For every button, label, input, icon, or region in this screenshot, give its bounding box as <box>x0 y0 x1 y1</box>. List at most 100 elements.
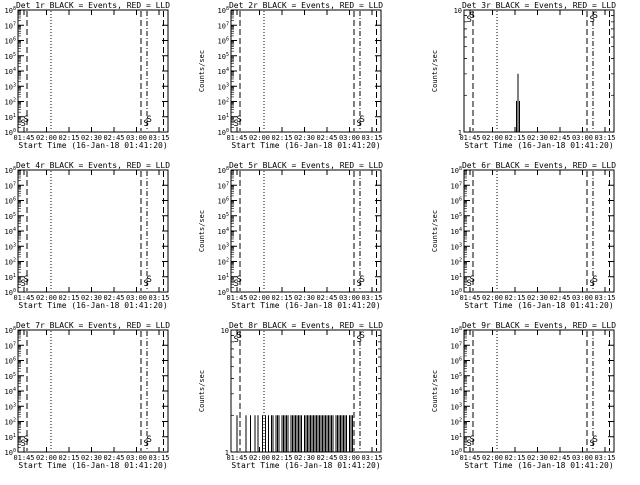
annotation-s-marker: S <box>593 11 598 21</box>
y-tick-label: 106 <box>5 197 16 206</box>
y-tick-label: 106 <box>5 37 16 46</box>
x-tick-label: 02:30 <box>81 134 102 142</box>
y-tick-label: 103 <box>218 82 229 91</box>
x-tick-label: 03:00 <box>572 454 593 462</box>
x-tick-label: 02:15 <box>271 454 292 462</box>
x-tick-label: 02:00 <box>36 454 57 462</box>
y-tick-label: 101 <box>451 433 462 442</box>
annotation-s-marker: S <box>147 115 152 125</box>
panel-title: Det 5r BLACK = Events, RED = LLD <box>229 161 383 170</box>
annotation-s-marker: S <box>590 279 595 289</box>
x-tick-label: 02:00 <box>36 134 57 142</box>
x-tick-label: 02:00 <box>482 134 503 142</box>
panel-det-8: Det 8r BLACK = Events, RED = LLD 1 10 01:45… <box>198 321 383 470</box>
x-tick-label: 02:45 <box>103 294 124 302</box>
y-tick-label: 1 <box>458 129 462 137</box>
y-tick-label: 100 <box>218 128 229 137</box>
x-tick-label: 02:45 <box>316 294 337 302</box>
y-tick-label: 107 <box>5 21 16 30</box>
y-tick-label: 105 <box>218 52 229 61</box>
x-tick-label: 02:45 <box>549 454 570 462</box>
y-tick-label: 105 <box>5 212 16 221</box>
x-axis-label: Start Time (16-Jan-18 01:41:20) <box>231 461 380 470</box>
annotation-s-marker: S <box>360 331 365 341</box>
x-tick-label: 02:45 <box>316 134 337 142</box>
y-tick-label: 103 <box>5 242 16 251</box>
annotation-s-marker: S <box>470 11 475 21</box>
annotation-s-marker: S <box>593 275 598 285</box>
x-axis-label: Start Time (16-Jan-18 01:41:20) <box>464 461 613 470</box>
plot-frame <box>17 169 169 293</box>
y-tick-label: 10 <box>221 327 229 335</box>
x-tick-label: 03:15 <box>594 294 615 302</box>
y-tick-label: 106 <box>218 197 229 206</box>
annotation-s-marker: S <box>467 439 472 449</box>
annotation-s-marker: S <box>357 335 362 345</box>
x-tick-label: 02:15 <box>58 294 79 302</box>
y-axis-label: Counts/sec <box>198 50 206 92</box>
y-tick-label: 100 <box>5 128 16 137</box>
x-tick-label: 03:00 <box>339 294 360 302</box>
y-tick-label: 102 <box>5 258 16 267</box>
y-tick-label: 103 <box>5 402 16 411</box>
annotation-s-marker: S <box>234 279 239 289</box>
y-tick-label: 102 <box>451 418 462 427</box>
x-tick-label: 02:45 <box>103 454 124 462</box>
x-tick-label: 03:00 <box>572 294 593 302</box>
x-tick-label: 02:45 <box>549 294 570 302</box>
y-tick-label: 10 <box>454 7 462 15</box>
x-tick-label: 02:45 <box>103 134 124 142</box>
annotation-s-marker: S <box>237 331 242 341</box>
panel-det-5: Det 5r BLACK = Events, RED = LLD 100 101 10… <box>198 161 383 310</box>
y-tick-label: 1 <box>225 449 229 457</box>
x-tick-label: 01:45 <box>226 134 247 142</box>
y-tick-label: 108 <box>218 166 229 175</box>
x-axis-label: Start Time (16-Jan-18 01:41:20) <box>18 301 167 310</box>
annotation-s-marker: S <box>24 115 29 125</box>
annotation-s-marker: S <box>590 15 595 25</box>
annotation-s-marker: S <box>21 439 26 449</box>
x-tick-label: 02:30 <box>81 454 102 462</box>
annotation-s-marker: S <box>237 275 242 285</box>
y-tick-label: 101 <box>5 433 16 442</box>
x-tick-label: 03:00 <box>572 134 593 142</box>
x-tick-label: 03:00 <box>339 134 360 142</box>
y-tick-label: 106 <box>5 357 16 366</box>
y-tick-label: 105 <box>451 212 462 221</box>
y-tick-label: 101 <box>218 113 229 122</box>
x-tick-label: 03:00 <box>339 454 360 462</box>
y-axis-label: Counts/sec <box>198 370 206 412</box>
x-tick-label: 01:45 <box>13 454 34 462</box>
y-tick-label: 103 <box>5 82 16 91</box>
y-tick-label: 107 <box>5 341 16 350</box>
x-axis-label: Start Time (16-Jan-18 01:41:20) <box>231 141 380 150</box>
x-tick-label: 02:15 <box>58 134 79 142</box>
y-tick-label: 108 <box>5 6 16 15</box>
panel-title: Det 9r BLACK = Events, RED = LLD <box>462 321 616 330</box>
y-tick-label: 104 <box>218 227 229 236</box>
panel-det-3: Det 3r BLACK = Events, RED = LLD 1 10 01:45… <box>431 1 616 150</box>
x-tick-label: 01:45 <box>459 134 480 142</box>
x-tick-label: 02:30 <box>81 294 102 302</box>
y-tick-label: 108 <box>451 166 462 175</box>
annotation-s-marker: S <box>144 279 149 289</box>
plot-frame <box>17 9 169 133</box>
x-tick-label: 02:00 <box>36 294 57 302</box>
panel-det-7: Det 7r BLACK = Events, RED = LLD 100 101 10… <box>5 321 171 470</box>
annotation-s-marker: S <box>357 119 362 129</box>
x-tick-label: 02:00 <box>249 294 270 302</box>
panel-title: Det 3r BLACK = Events, RED = LLD <box>462 1 616 10</box>
panel-det-6: Det 6r BLACK = Events, RED = LLD 100 101 10… <box>431 161 616 310</box>
x-tick-label: 03:15 <box>148 134 169 142</box>
y-tick-label: 104 <box>451 387 462 396</box>
x-tick-label: 03:00 <box>126 294 147 302</box>
x-tick-label: 01:45 <box>459 294 480 302</box>
annotation-s-marker: S <box>144 119 149 129</box>
x-tick-label: 01:45 <box>226 454 247 462</box>
x-tick-label: 02:30 <box>527 134 548 142</box>
plot-frame <box>463 329 615 453</box>
y-tick-label: 105 <box>5 52 16 61</box>
y-tick-label: 102 <box>451 258 462 267</box>
x-tick-label: 01:45 <box>226 294 247 302</box>
annotation-s-marker: S <box>593 435 598 445</box>
